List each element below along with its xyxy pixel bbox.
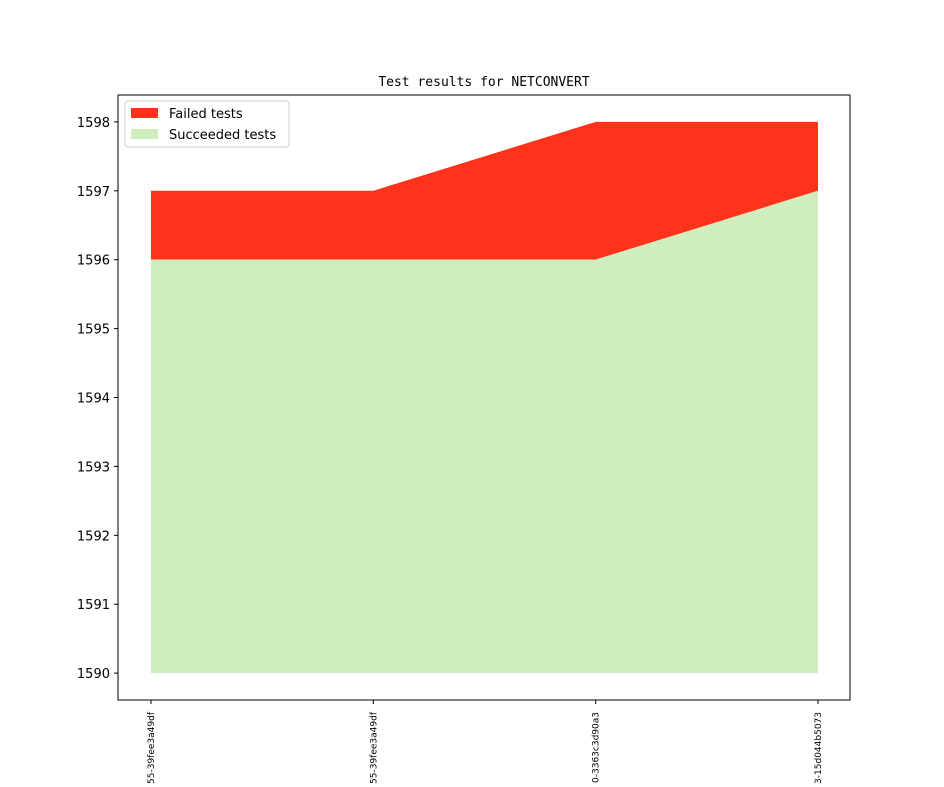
y-tick-label: 1595 [77,323,110,338]
legend: Failed tests Succeeded tests [124,100,290,148]
x-tick-label: 0-3363c3d90a3 [592,712,602,783]
y-tick-label: 1590 [77,667,110,682]
x-tick-label: 55-39fee3a49df [147,711,157,784]
y-tick-label: 1594 [77,392,110,407]
y-tick-label: 1597 [77,185,110,200]
legend-label-failed: Failed tests [169,107,243,122]
legend-swatch-failed [131,108,158,118]
x-tick-label: 3-15d044b5073 [814,712,824,784]
area-failed-tests [151,121,818,260]
legend-box [124,100,290,148]
area-succeeded-tests [151,190,818,674]
y-tick-label: 1596 [77,254,110,269]
chart-title: Test results for NETCONVERT [378,75,589,90]
legend-swatch-succeeded [131,129,158,139]
y-tick-label: 1593 [77,460,110,475]
x-tick-label: 55-39fee3a49df [369,711,379,784]
legend-label-succeeded: Succeeded tests [169,128,276,143]
y-tick-label: 1598 [77,116,110,131]
y-tick-label: 1591 [77,598,110,613]
y-tick-label: 1592 [77,529,110,544]
